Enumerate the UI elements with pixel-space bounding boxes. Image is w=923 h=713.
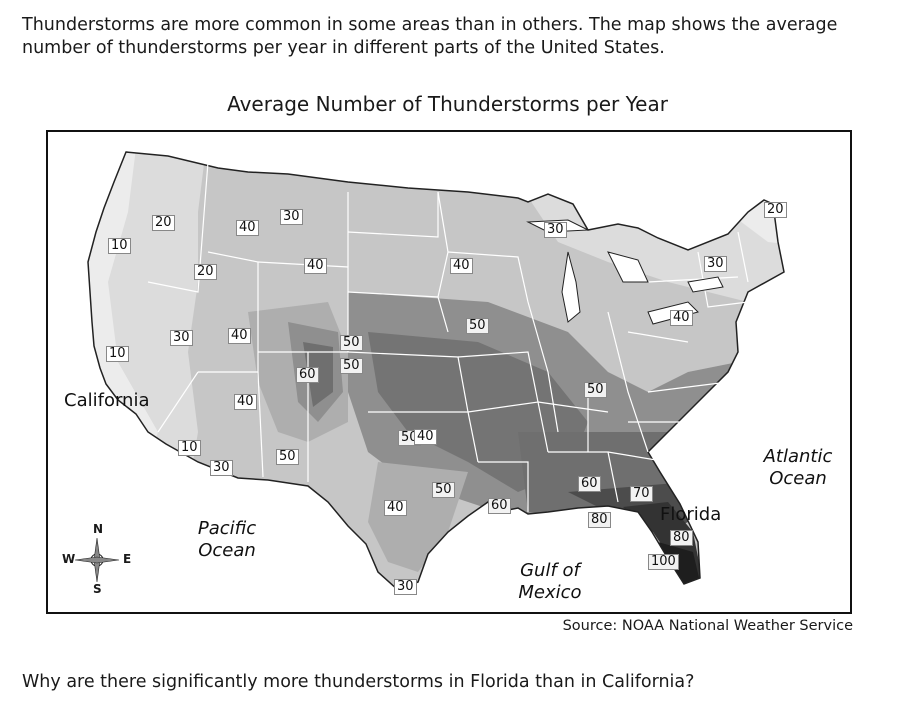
contour-label: 50 — [432, 482, 455, 498]
contour-label: 40 — [234, 394, 257, 410]
contour-label: 30 — [544, 222, 567, 238]
contour-label: 60 — [488, 498, 511, 514]
contour-label: 10 — [178, 440, 201, 456]
contour-label: 40 — [304, 258, 327, 274]
contour-label: 50 — [276, 449, 299, 465]
compass-rose: N S E W — [62, 520, 132, 596]
contour-label: 30 — [170, 330, 193, 346]
contour-label: 20 — [194, 264, 217, 280]
source-credit: Source: NOAA National Weather Service — [562, 618, 853, 634]
shaded-regions — [88, 152, 784, 590]
compass-east: E — [123, 552, 132, 566]
contour-label: 100 — [648, 554, 679, 570]
contour-label: 60 — [578, 476, 601, 492]
contour-label: 50 — [340, 335, 363, 351]
compass-south: S — [93, 582, 102, 596]
contour-label: 40 — [384, 500, 407, 516]
contour-label: 80 — [670, 530, 693, 546]
state-borders — [147, 161, 749, 512]
contour-label: 70 — [630, 486, 653, 502]
intro-line-2: number of thunderstorms per year in diff… — [22, 38, 665, 58]
contour-label: 80 — [588, 512, 611, 528]
label-atlantic-ocean: Atlantic Ocean — [763, 446, 833, 489]
label-florida: Florida — [660, 504, 722, 525]
contour-label: 40 — [414, 429, 437, 445]
contour-label: 60 — [296, 367, 319, 383]
label-california: California — [64, 390, 150, 411]
contour-label: 40 — [670, 310, 693, 326]
question-text: Why are there significantly more thunder… — [22, 672, 695, 692]
intro-text: Thunderstorms are more common in some ar… — [22, 14, 917, 60]
compass-north: N — [93, 522, 104, 536]
label-gulf-of-mexico: Gulf of Mexico — [518, 560, 582, 603]
contour-label: 30 — [704, 256, 727, 272]
contour-label: 10 — [108, 238, 131, 254]
compass-west: W — [62, 552, 76, 566]
contour-label: 10 — [106, 346, 129, 362]
contour-label: 50 — [340, 358, 363, 374]
contour-label: 50 — [466, 318, 489, 334]
label-pacific-ocean: Pacific Ocean — [197, 518, 257, 561]
contour-label: 30 — [210, 460, 233, 476]
contour-label: 40 — [450, 258, 473, 274]
intro-line-1: Thunderstorms are more common in some ar… — [22, 15, 838, 35]
contour-label: 20 — [764, 202, 787, 218]
compass-icon — [74, 537, 120, 583]
contour-label: 20 — [152, 215, 175, 231]
contour-label: 30 — [280, 209, 303, 225]
contour-label: 40 — [228, 328, 251, 344]
us-map-svg — [87, 151, 785, 591]
contour-label: 40 — [236, 220, 259, 236]
map-title: Average Number of Thunderstorms per Year — [227, 92, 668, 116]
contour-label: 30 — [394, 579, 417, 595]
thunderstorm-map: 20 10 40 30 20 40 30 40 10 50 50 60 40 1… — [46, 130, 852, 614]
contour-label: 50 — [584, 382, 607, 398]
